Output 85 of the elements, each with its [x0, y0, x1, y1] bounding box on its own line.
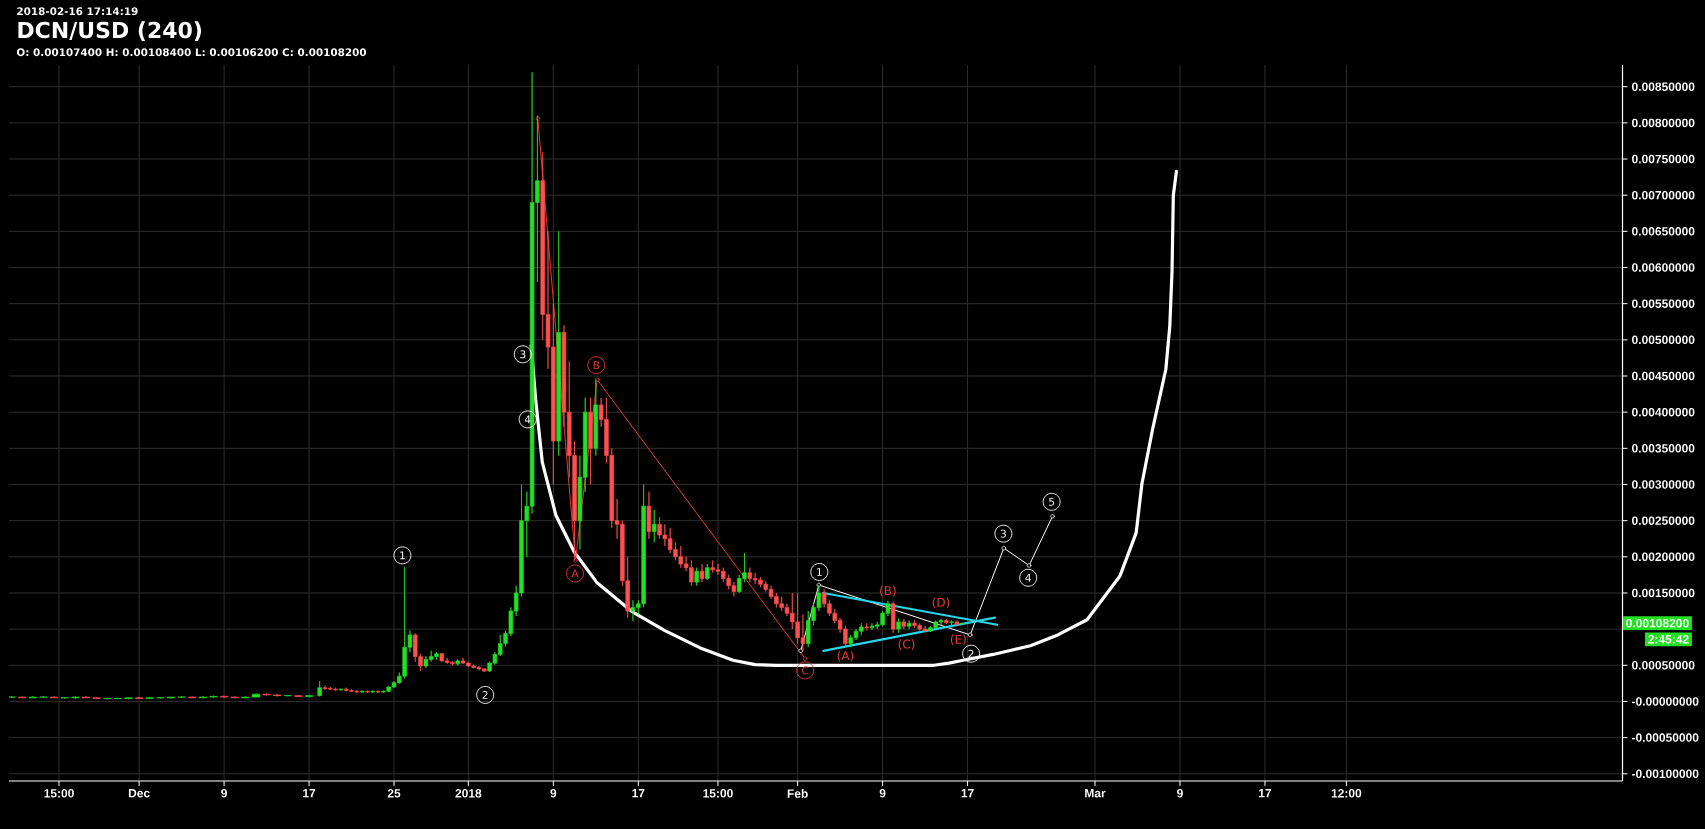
y-tick-label: 0.00500000	[1632, 335, 1695, 345]
candlestick	[705, 563, 710, 581]
annotation: 1	[817, 568, 822, 576]
annotation: (B)	[880, 585, 896, 597]
x-tick-label: 2018	[455, 789, 482, 798]
y-tick-label: 0.00450000	[1632, 371, 1695, 381]
x-tick-label: 17	[1259, 789, 1272, 798]
y-tick-label: 0.00750000	[1632, 154, 1695, 164]
annotation: 2	[482, 690, 488, 699]
x-tick-label: 9	[550, 789, 557, 798]
y-tick-label: 0.00800000	[1632, 118, 1695, 128]
point	[1001, 545, 1007, 551]
annotation: 3	[520, 350, 526, 359]
y-tick-label: -0.00050000	[1632, 733, 1699, 742]
y-tick-label: 0.00250000	[1632, 516, 1695, 525]
annotation: C	[802, 666, 809, 675]
text: O: 0.00107400 H: 0.00108400 L: 0.00106200 C: 0.00108200	[16, 48, 367, 57]
point	[802, 656, 808, 661]
candlestick	[359, 690, 365, 694]
x-tick-label: 9	[879, 789, 886, 798]
candlestick	[365, 690, 370, 694]
y-tick-label: 0.00850000	[1632, 82, 1695, 91]
candlestick	[890, 601, 896, 634]
annotation: 4	[1025, 573, 1031, 582]
candlestick	[338, 688, 344, 691]
y-tick-label: 0.00550000	[1632, 299, 1695, 308]
candlestick	[375, 690, 381, 694]
candlestick	[960, 622, 965, 625]
y-tick-label: 0.00400000	[1632, 407, 1695, 417]
text: 2018-02-16 17:14:19	[17, 7, 138, 16]
annotation: (C)	[898, 639, 915, 651]
point	[1026, 563, 1032, 568]
annotation: (D)	[932, 597, 950, 609]
y-tick-label: 0.00200000	[1632, 552, 1695, 562]
point	[798, 648, 803, 654]
candlestick	[370, 690, 375, 694]
text: 0.00108200	[1626, 618, 1689, 628]
y-tick-label: 0.00650000	[1632, 227, 1695, 236]
text: 2:45:42	[1648, 635, 1689, 644]
x-tick-label: 17	[632, 789, 645, 798]
candlestick	[646, 491, 652, 540]
annotation: 3	[1000, 529, 1006, 538]
x-tick-label: 12:00	[1331, 789, 1362, 798]
candlestick	[317, 680, 322, 697]
candlestick	[954, 620, 960, 627]
chart-title: DCN/USD (240)	[18, 21, 202, 41]
annotation: 1	[400, 551, 405, 560]
x-tick-label: 25	[387, 789, 401, 798]
candlestick	[864, 622, 869, 631]
candlestick	[694, 567, 699, 587]
y-tick-label: 0.00300000	[1632, 480, 1695, 489]
candlestick	[556, 231, 561, 456]
y-tick-label: -0.00000000	[1632, 697, 1699, 706]
y-tick-label: 0.00600000	[1632, 263, 1695, 272]
point	[968, 632, 973, 638]
x-tick-label: 9	[1177, 789, 1183, 798]
candlestick	[901, 618, 907, 630]
candlestick	[906, 620, 912, 630]
candlestick	[949, 620, 954, 626]
x-tick-label: 9	[221, 789, 227, 798]
candlestick	[896, 617, 901, 634]
candlestick	[593, 379, 599, 456]
annotation: A	[571, 569, 579, 578]
candlestick	[652, 509, 657, 543]
annotation: (A)	[837, 650, 854, 662]
x-tick-label: Feb	[787, 789, 808, 798]
y-tick-label: 0.00350000	[1632, 444, 1695, 453]
y-tick-label: 0.00150000	[1632, 588, 1695, 598]
x-tick-label: Mar	[1085, 789, 1106, 798]
candlestick	[944, 618, 949, 625]
annotation: 5	[1049, 497, 1055, 506]
y-tick-label: 0.00050000	[1632, 661, 1695, 670]
candlestick	[588, 397, 593, 485]
x-tick-label: 17	[961, 789, 974, 798]
point	[1050, 514, 1055, 519]
candlestick	[699, 563, 705, 583]
x-tick-label: 17	[303, 789, 316, 798]
x-tick-label: Dec	[128, 789, 150, 798]
annotation: B	[593, 361, 600, 370]
annotation: (E)	[950, 634, 966, 646]
x-tick-label: 15:00	[44, 789, 74, 798]
y-tick-label: -0.00100000	[1632, 769, 1699, 779]
x-tick-label: 15:00	[703, 789, 733, 798]
candlestick	[455, 659, 460, 666]
y-tick-label: 0.00700000	[1632, 190, 1695, 200]
